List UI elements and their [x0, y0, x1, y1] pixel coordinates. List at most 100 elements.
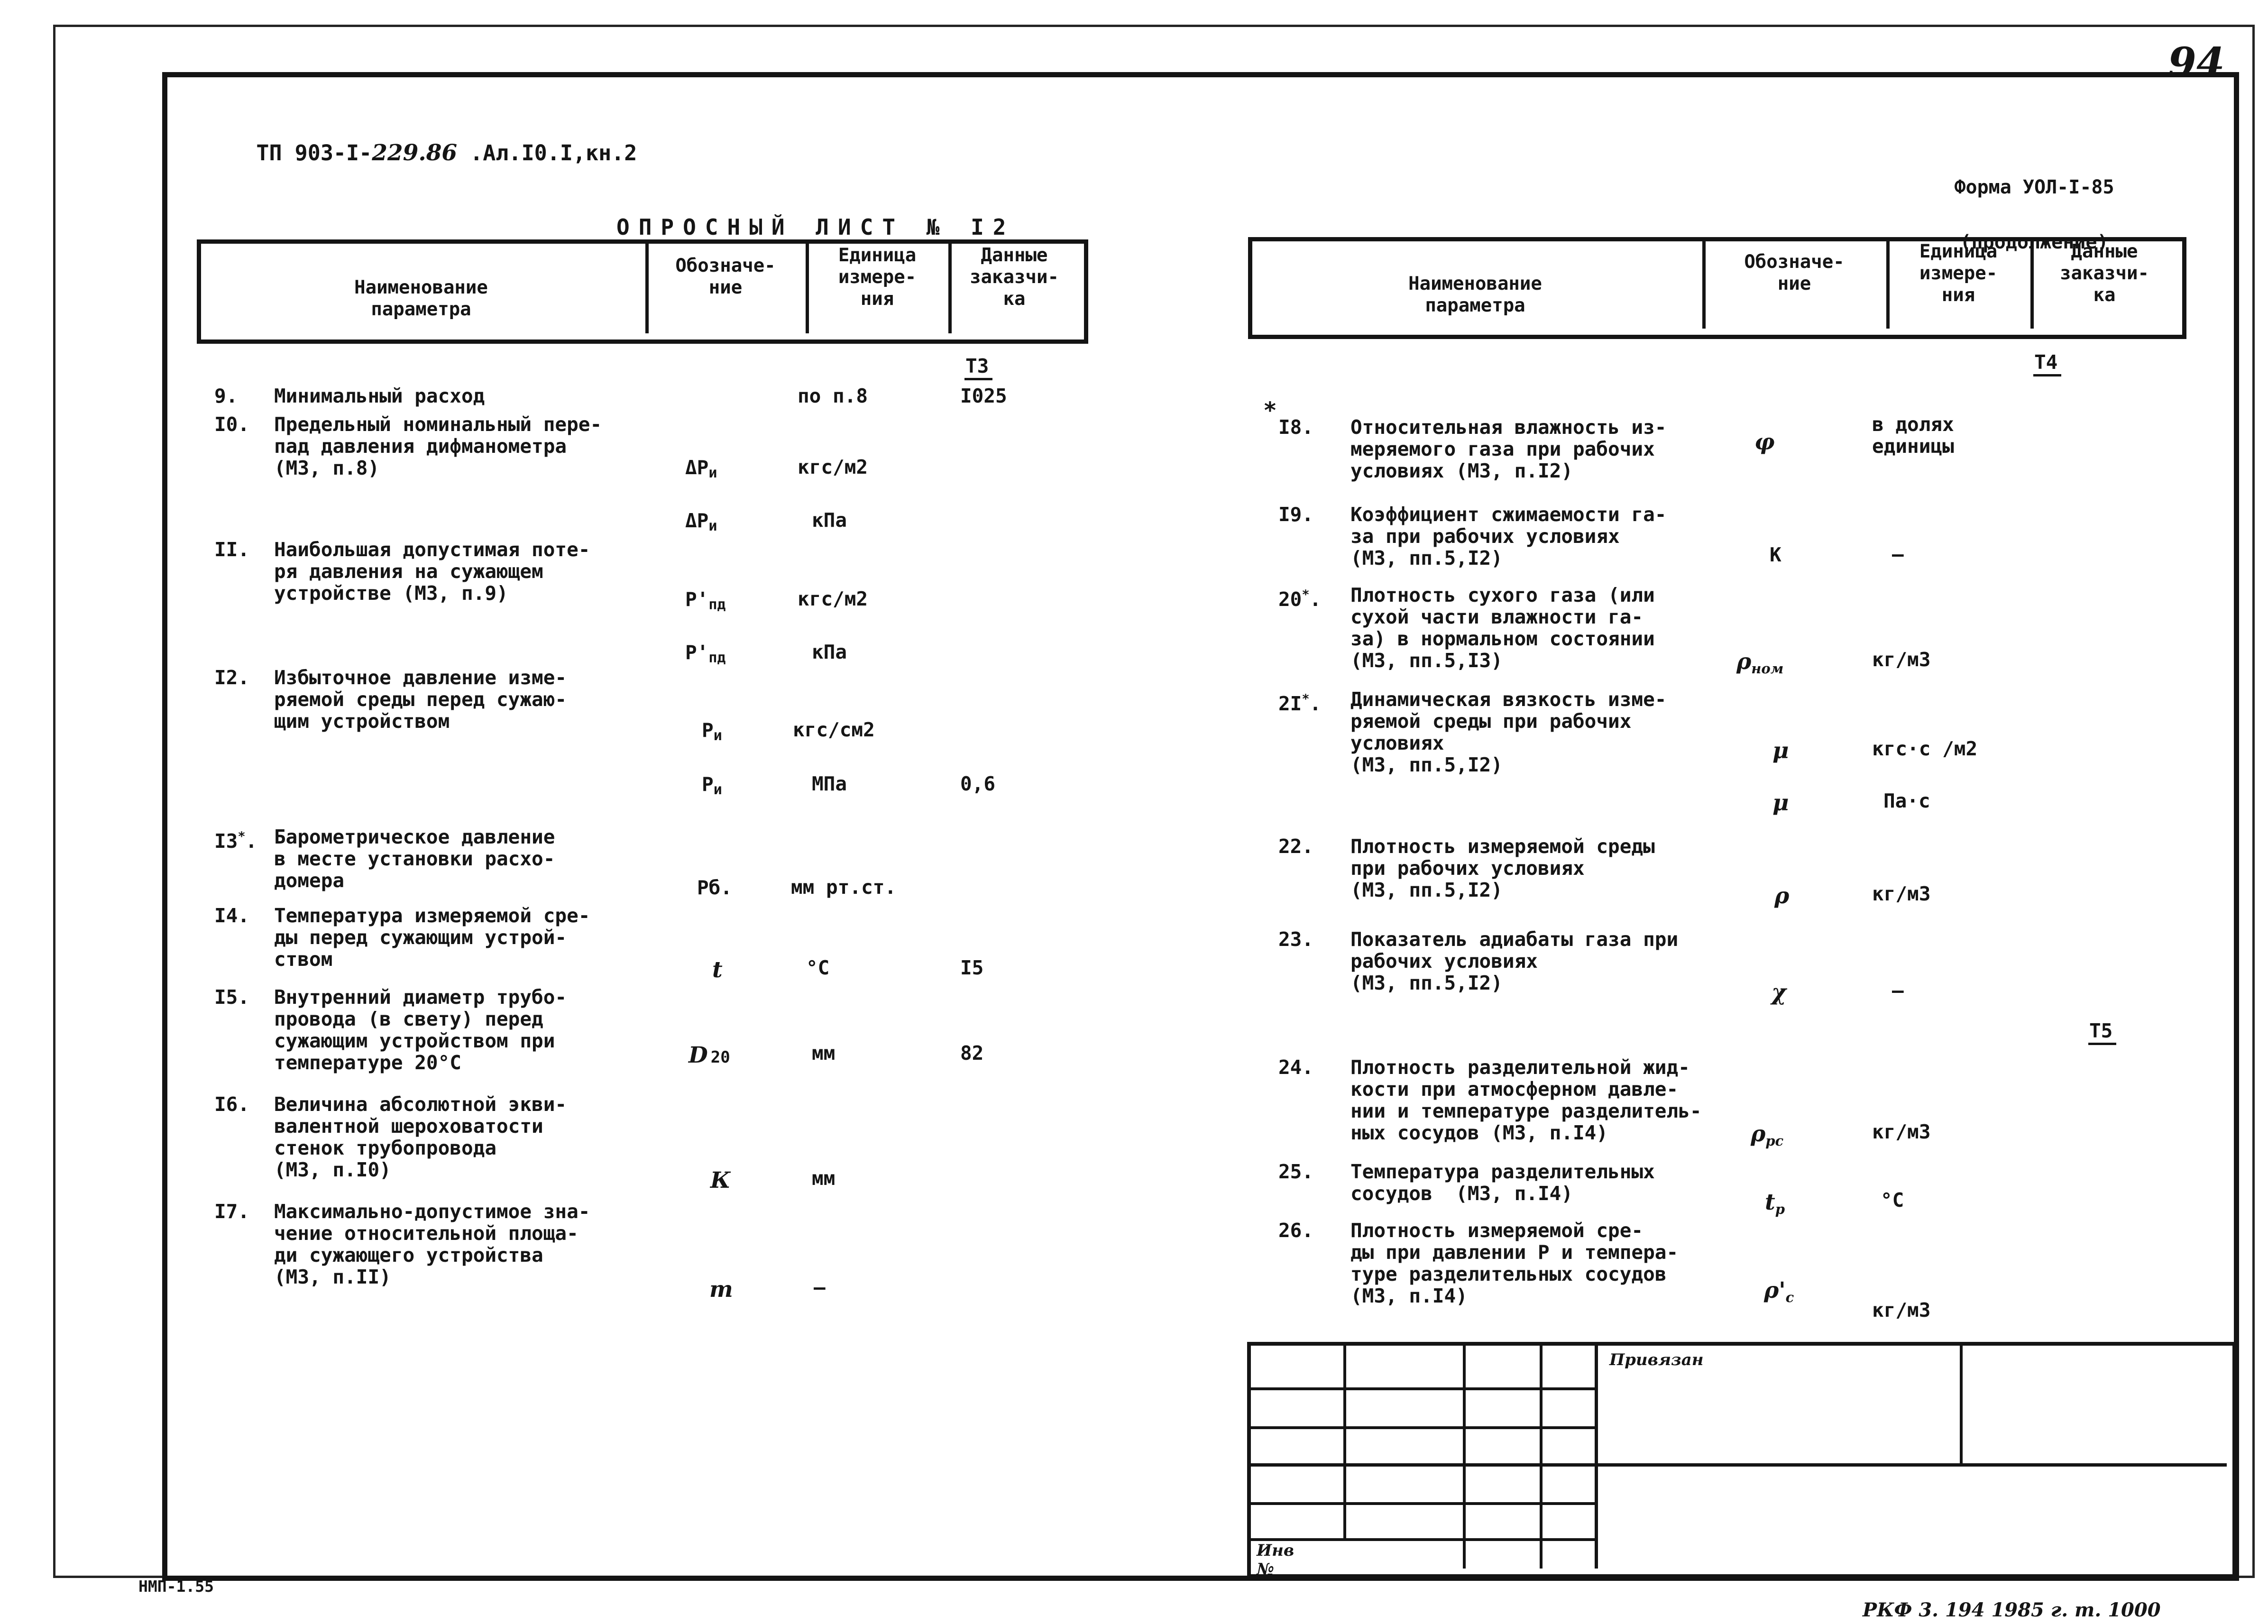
param-name-line: Относительная влажность из-	[1350, 416, 1667, 439]
param-name-line: (М3, пп.5,I2)	[1350, 547, 1503, 569]
stamp-vline	[1463, 1344, 1466, 1569]
param-name-line: Температура разделительных	[1350, 1160, 1655, 1183]
stamp-vline	[1540, 1344, 1543, 1569]
param-symbol: Рб.	[697, 876, 733, 899]
row-number: I0.	[214, 413, 250, 436]
left-header-name: Наименование параметра	[354, 277, 488, 320]
right-header-name: Наименование параметра	[1408, 273, 1542, 316]
param-name-line: за при рабочих условиях	[1350, 525, 1620, 548]
param-unit: кПа	[812, 509, 847, 532]
stamp-hline	[1249, 1387, 1597, 1390]
left-table-col-divider	[645, 241, 649, 333]
param-name-line: Избыточное давление изме-	[274, 666, 567, 689]
param-symbol: ΔРи	[685, 509, 717, 534]
param-name-line: Предельный номинальный пере-	[274, 413, 602, 436]
param-unit: кг/м3	[1872, 1299, 1931, 1321]
customer-value: 0,6	[960, 772, 996, 795]
param-name-line: рабочих условиях	[1350, 950, 1538, 973]
param-unit: кг/м3	[1872, 1120, 1931, 1143]
stamp-hline	[1249, 1538, 1597, 1541]
param-name-line: щим устройством	[274, 710, 450, 733]
stamp-vline	[1960, 1344, 1963, 1463]
param-name-line: ды при давлении Р и темпера-	[1350, 1241, 1679, 1264]
param-name-line: при рабочих условиях	[1350, 857, 1585, 880]
row-number: II.	[214, 538, 250, 561]
stamp-outline	[1247, 1342, 2236, 1578]
param-symbol: Ри	[702, 719, 722, 744]
param-name-line: Плотность разделительной жид-	[1350, 1056, 1690, 1079]
sheet-title: ОПРОСНЫЙ ЛИСТ № I2	[616, 214, 1015, 240]
param-name-line: (М3, п.II)	[274, 1266, 391, 1288]
param-unit: кгс/см2	[793, 718, 875, 741]
customer-value: I025	[960, 385, 1007, 407]
row-number: 20*.	[1278, 587, 1322, 611]
param-name-line: (М3, п.I4)	[1350, 1285, 1468, 1307]
left-header-customer: Данные заказчи- ка	[970, 245, 1059, 310]
document-code-handwritten: 229.86	[372, 140, 458, 166]
param-unit: Па·с	[1883, 789, 1930, 812]
param-symbol: φ	[1754, 429, 1775, 455]
param-symbol: К	[710, 1167, 731, 1193]
param-unit: кг/м3	[1872, 882, 1931, 905]
stamp-vline	[1595, 1344, 1598, 1569]
right-table-col-divider	[1886, 239, 1890, 329]
row-number: I3*.	[214, 829, 257, 853]
right-header-unit: Единица измере- ния	[1919, 241, 1998, 306]
param-name-line: ством	[274, 948, 333, 971]
stamp-hline	[1249, 1502, 1597, 1505]
left-table-col-divider	[806, 241, 809, 333]
param-name-line: ды перед сужающим устрой-	[274, 926, 567, 949]
param-symbol: ρ'с	[1764, 1277, 1794, 1305]
param-unit: кг/м3	[1872, 648, 1931, 671]
stamp-hline	[1249, 1463, 2227, 1467]
param-unit: –	[1892, 979, 1904, 1002]
right-table-header-box	[1248, 237, 2186, 339]
form-label-line2: (продолжение)	[1960, 231, 2109, 253]
param-name-line: сосудов (М3, п.I4)	[1350, 1182, 1573, 1205]
param-unit: по п.8	[798, 385, 868, 407]
section-marker-t5: Т5	[2088, 1019, 2117, 1045]
param-name-line: Плотность сухого газа (или	[1350, 584, 1655, 606]
param-name-line: Плотность измеряемой сре-	[1350, 1219, 1644, 1242]
param-symbol: ΔРи	[685, 456, 717, 481]
param-unit: мм рт.ст.	[791, 876, 897, 899]
row-number: I5.	[214, 986, 250, 1009]
row-number: I9.	[1278, 503, 1314, 526]
stamp-hline	[1249, 1426, 1597, 1429]
param-name-line: устройстве (М3, п.9)	[274, 582, 508, 605]
param-name-line: провода (в свету) перед	[274, 1008, 543, 1030]
param-name-line: Температура измеряемой сре-	[274, 904, 590, 927]
row-number: I2.	[214, 666, 250, 689]
stamp-pinned-label: Привязан	[1609, 1350, 1704, 1369]
row-number: 26.	[1278, 1219, 1314, 1242]
row-number: 25.	[1278, 1160, 1314, 1183]
param-unit: кПа	[812, 641, 847, 663]
right-table-col-divider	[2030, 239, 2034, 329]
document-code: ТП 903-I-229.86 .Ал.I0.I,кн.2	[205, 115, 637, 191]
param-name-line: Внутренний диаметр трубо-	[274, 986, 567, 1009]
param-unit: кгс/м2	[798, 587, 868, 610]
param-name-line: валентной шероховатости	[274, 1115, 543, 1138]
left-table-col-divider	[948, 241, 952, 333]
param-symbol: tр	[1765, 1189, 1785, 1217]
param-name-line: домера	[274, 869, 345, 892]
param-name-line: в месте установки расхо-	[274, 847, 555, 870]
param-name-line: (М3, п.8)	[274, 457, 380, 479]
param-name-line: меряемого газа при рабочих	[1350, 438, 1655, 460]
param-name-line: Величина абсолютной экви-	[274, 1093, 567, 1116]
footnote-asterisk: *	[1263, 397, 1277, 424]
param-name-line: (М3, п.I0)	[274, 1158, 391, 1181]
left-header-symbol: Обозначе- ние	[675, 255, 776, 298]
param-name-line: нии и температуре разделитель-	[1350, 1100, 1702, 1122]
param-symbol: D 20	[689, 1042, 730, 1068]
row-number: 22.	[1278, 835, 1314, 858]
param-name-line: сухой части влажности га-	[1350, 606, 1644, 628]
param-name-line: Наибольшая допустимая поте-	[274, 538, 590, 561]
param-name-line: (М3, пп.5,I2)	[1350, 753, 1503, 776]
param-name-line: (М3, пп.5,I2)	[1350, 879, 1503, 901]
param-unit: °С	[806, 956, 830, 979]
param-symbol: ρ	[1774, 883, 1790, 909]
param-name-line: Минимальный расход	[274, 385, 485, 407]
param-name-line: за) в нормальном состоянии	[1350, 627, 1655, 650]
param-unit: °С	[1881, 1189, 1904, 1211]
